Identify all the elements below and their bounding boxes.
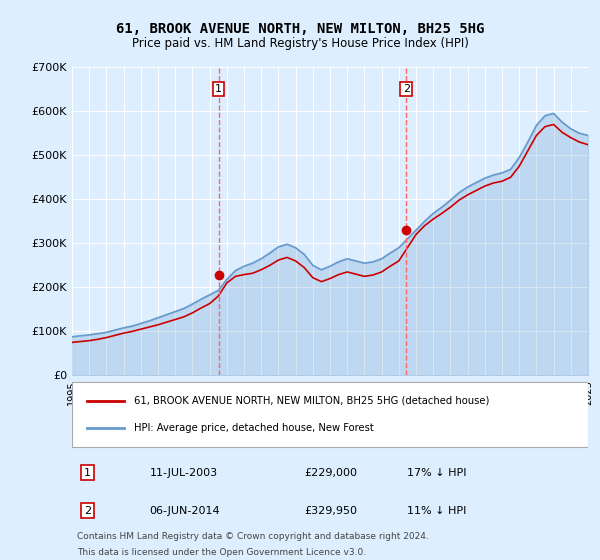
Text: 11-JUL-2003: 11-JUL-2003	[149, 468, 218, 478]
Text: HPI: Average price, detached house, New Forest: HPI: Average price, detached house, New …	[134, 423, 374, 433]
Text: £329,950: £329,950	[304, 506, 357, 516]
FancyBboxPatch shape	[72, 382, 588, 446]
Text: 61, BROOK AVENUE NORTH, NEW MILTON, BH25 5HG (detached house): 61, BROOK AVENUE NORTH, NEW MILTON, BH25…	[134, 395, 489, 405]
Text: 2: 2	[84, 506, 91, 516]
Text: £229,000: £229,000	[304, 468, 357, 478]
Text: This data is licensed under the Open Government Licence v3.0.: This data is licensed under the Open Gov…	[77, 548, 366, 557]
Text: 2: 2	[403, 84, 410, 94]
Text: 1: 1	[215, 84, 222, 94]
Text: 17% ↓ HPI: 17% ↓ HPI	[407, 468, 467, 478]
Text: 61, BROOK AVENUE NORTH, NEW MILTON, BH25 5HG: 61, BROOK AVENUE NORTH, NEW MILTON, BH25…	[116, 22, 484, 36]
Text: Price paid vs. HM Land Registry's House Price Index (HPI): Price paid vs. HM Land Registry's House …	[131, 38, 469, 50]
Text: Contains HM Land Registry data © Crown copyright and database right 2024.: Contains HM Land Registry data © Crown c…	[77, 532, 429, 541]
Text: 06-JUN-2014: 06-JUN-2014	[149, 506, 220, 516]
Text: 11% ↓ HPI: 11% ↓ HPI	[407, 506, 467, 516]
Text: 1: 1	[84, 468, 91, 478]
